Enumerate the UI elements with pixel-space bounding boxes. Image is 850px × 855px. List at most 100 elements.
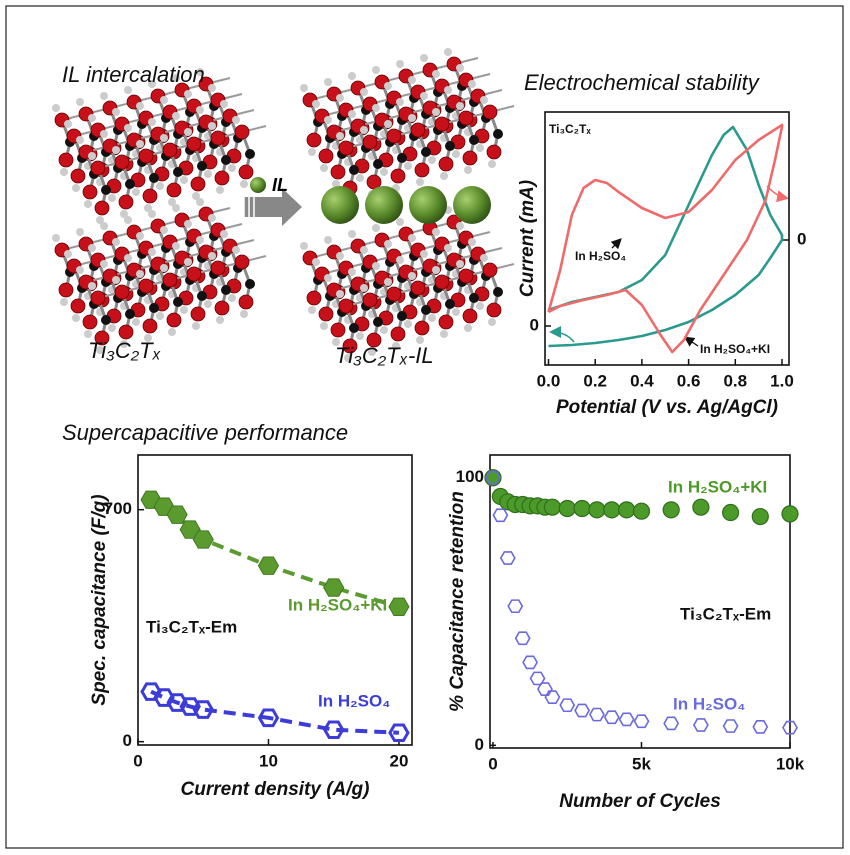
annotation: In H₂SO₄ xyxy=(575,249,626,263)
y-axis-label: Spec. capacitance (F/g) xyxy=(89,494,110,705)
cv-curve xyxy=(547,123,784,354)
atom-h xyxy=(136,102,144,110)
atom-o xyxy=(486,144,502,160)
marker xyxy=(781,505,799,523)
x-tick-label: 0.8 xyxy=(723,371,747,390)
marker xyxy=(522,655,539,670)
atom-h xyxy=(196,68,204,76)
y-tick-label: 0 xyxy=(530,315,539,334)
x-tick-label: 1.0 xyxy=(770,371,794,390)
atom-h xyxy=(444,48,452,56)
atom-c xyxy=(125,309,135,319)
atom-h xyxy=(148,80,156,88)
marker xyxy=(588,501,606,519)
atom-c xyxy=(221,285,231,295)
atom-h xyxy=(112,238,120,246)
atom-h xyxy=(108,324,116,332)
marker xyxy=(543,498,561,516)
atom-o xyxy=(58,282,74,298)
atom-o xyxy=(414,162,430,178)
atom-o xyxy=(434,274,450,290)
atom-o xyxy=(114,284,130,300)
atom-h xyxy=(184,220,192,228)
atom-h xyxy=(124,216,132,224)
atom-h xyxy=(216,186,224,194)
atom-h xyxy=(108,194,116,202)
marker xyxy=(692,498,710,516)
atom-h xyxy=(232,246,240,254)
atom-h xyxy=(216,316,224,324)
atom-o xyxy=(338,140,354,156)
marker xyxy=(618,501,636,519)
atom-c xyxy=(493,129,503,139)
atom-c xyxy=(173,297,183,307)
atom-h xyxy=(60,298,68,306)
atom-h xyxy=(348,110,356,118)
atom-h xyxy=(440,330,448,338)
atom-h xyxy=(156,312,164,320)
atom-c xyxy=(173,167,183,177)
atom-c xyxy=(221,155,231,165)
arrow xyxy=(610,238,622,250)
atom-h xyxy=(408,114,416,122)
atom-h xyxy=(420,92,428,100)
atom-o xyxy=(210,130,226,146)
atom-h xyxy=(76,266,84,274)
atom-o xyxy=(70,168,86,184)
atom-h xyxy=(156,182,164,190)
atom-c xyxy=(349,165,359,175)
atom-o xyxy=(138,148,154,164)
atom-h xyxy=(168,328,176,336)
atom-o xyxy=(58,152,74,168)
atom-h xyxy=(228,164,236,172)
marker xyxy=(589,707,605,722)
atom-c xyxy=(149,303,159,313)
x-axis-label: Number of Cycles xyxy=(559,791,721,812)
atom-h xyxy=(220,230,228,238)
atom-c xyxy=(397,311,407,321)
atom-h xyxy=(148,210,156,218)
atom-h xyxy=(464,166,472,174)
atom-h xyxy=(476,144,484,152)
atom-o xyxy=(94,330,110,346)
atom-h xyxy=(144,334,152,342)
atom-h xyxy=(488,318,496,326)
atom-o xyxy=(166,312,182,328)
atom-o xyxy=(162,142,178,158)
atom-h xyxy=(96,346,104,354)
marker xyxy=(323,578,345,597)
atom-h xyxy=(348,268,356,276)
atom-c xyxy=(125,179,135,189)
y-tick-label: 0 xyxy=(475,735,484,754)
atom-h xyxy=(208,122,216,130)
atom-h xyxy=(136,270,144,278)
atom-h xyxy=(360,284,368,292)
y-tick-label: 700 xyxy=(104,499,132,518)
ion xyxy=(453,186,491,224)
fit-line xyxy=(150,497,400,609)
atom-o xyxy=(342,338,358,354)
marker xyxy=(507,599,524,614)
atom-o xyxy=(410,122,426,138)
atom-o xyxy=(190,306,206,322)
marker xyxy=(721,503,740,522)
atom-h xyxy=(384,278,392,286)
atom-o xyxy=(166,182,182,198)
atom-o xyxy=(234,124,250,140)
atom-h xyxy=(408,272,416,280)
atom-h xyxy=(144,204,152,212)
atom-h xyxy=(384,240,392,248)
atom-o xyxy=(238,294,254,310)
atom-o xyxy=(142,318,158,334)
atom-o xyxy=(318,306,334,322)
atom-o xyxy=(214,300,230,316)
atom-c xyxy=(197,161,207,171)
atom-o xyxy=(390,168,406,184)
atom-c xyxy=(469,293,479,303)
atom-h xyxy=(72,184,80,192)
marker xyxy=(388,723,410,743)
atom-h xyxy=(220,100,228,108)
illustration-title: IL intercalation xyxy=(62,62,205,87)
x-tick-label: 0 xyxy=(133,751,142,770)
atom-h xyxy=(160,134,168,142)
